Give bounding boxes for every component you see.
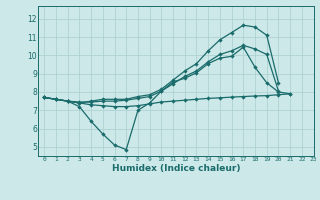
X-axis label: Humidex (Indice chaleur): Humidex (Indice chaleur) <box>112 164 240 173</box>
